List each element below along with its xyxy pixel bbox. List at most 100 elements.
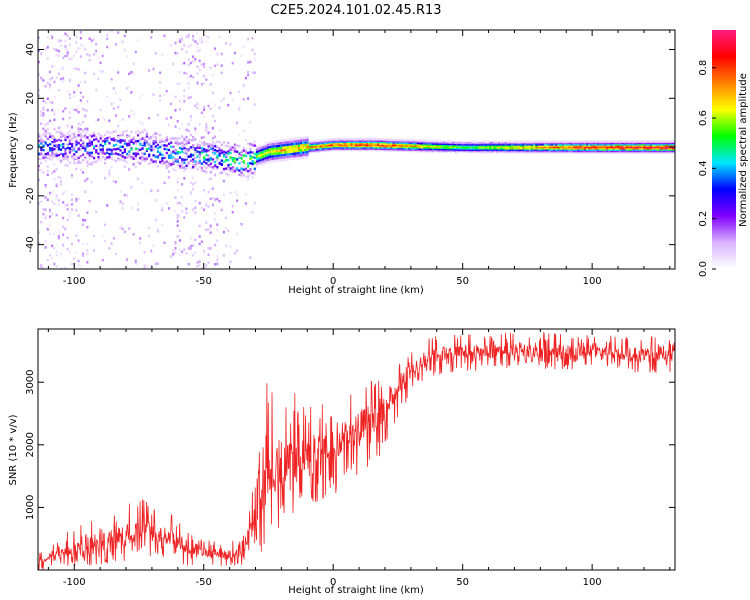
spectrogram-cell (310, 150, 314, 154)
spectrogram-cell (79, 265, 82, 268)
spectrogram-cell (200, 162, 204, 165)
spectrogram-cell (427, 147, 430, 150)
spectrogram-cell (198, 242, 201, 246)
spectrogram-cell (388, 139, 391, 143)
spectrogram-xtick-label: 50 (456, 276, 469, 287)
spectrogram-cell (383, 147, 386, 151)
spectrogram-cell (275, 159, 278, 162)
spectrogram-cell (326, 148, 329, 151)
spectrogram-cell (93, 38, 95, 41)
spectrogram-cell (216, 223, 219, 226)
spectrogram-cell (86, 252, 89, 256)
spectrogram-cell (531, 140, 534, 143)
spectrogram-cell (240, 171, 243, 174)
spectrogram-cell (405, 149, 408, 153)
spectrogram-cell (112, 107, 115, 110)
spectrogram-cell (352, 143, 355, 146)
spectrogram-cell (255, 145, 259, 149)
spectrogram-cell (273, 159, 276, 163)
spectrogram-cell (652, 144, 655, 147)
spectrogram-cell (467, 149, 470, 153)
spectrogram-cell (216, 239, 219, 242)
spectrogram-cell (328, 141, 331, 144)
spectrogram-cell (97, 139, 100, 143)
spectrogram-cell (266, 151, 270, 154)
spectrogram-cell (71, 137, 74, 140)
spectrogram-cell (264, 149, 267, 153)
spectrogram-cell (207, 205, 210, 208)
spectrogram-cell (288, 138, 292, 141)
spectrogram-cell (82, 44, 84, 48)
spectrogram-cell (425, 144, 428, 148)
spectrogram-cell (652, 147, 655, 150)
spectrogram-cell (163, 156, 166, 159)
spectrogram-cell (68, 111, 71, 114)
spectrogram-cell (403, 148, 406, 151)
spectrogram-cell (553, 147, 556, 150)
spectrogram-cell (374, 147, 377, 150)
spectrogram-cell (183, 44, 186, 47)
spectrogram-cell (427, 142, 430, 145)
spectrogram-cell (354, 143, 358, 146)
spectrogram-cell (44, 48, 47, 51)
spectrogram-cell (546, 144, 549, 147)
spectrogram-cell (181, 195, 184, 199)
spectrogram-cell (79, 155, 82, 158)
spectrogram-cell (97, 152, 100, 155)
spectrogram-cell (66, 124, 69, 128)
spectrogram-cell (174, 41, 177, 45)
spectrogram-cell (498, 149, 501, 153)
spectrogram-cell (399, 142, 402, 146)
spectrogram-cell (660, 140, 664, 143)
spectrogram-cell (220, 171, 223, 174)
spectrogram-cell (522, 147, 525, 150)
spectrogram-cell (460, 143, 463, 146)
spectrogram-cell (247, 142, 250, 145)
spectrogram-ytick-label: 20 (25, 92, 36, 105)
spectrogram-cell (84, 127, 87, 131)
spectrogram-cell (480, 148, 483, 151)
spectrogram-cell (101, 116, 104, 119)
spectrogram-cell (77, 68, 80, 71)
spectrogram-cell (68, 78, 71, 82)
spectrogram-cell (321, 143, 325, 146)
spectrogram-cell (484, 148, 487, 151)
spectrogram-cell (60, 252, 62, 255)
spectrogram-cell (178, 127, 181, 130)
spectrogram-cell (194, 164, 197, 168)
spectrogram-cell (583, 145, 587, 149)
spectrogram-cell (372, 143, 375, 146)
spectrogram-cell (42, 114, 45, 117)
spectrogram-cell (40, 52, 43, 55)
spectrogram-cell (209, 188, 212, 191)
spectrogram-cell (449, 140, 452, 143)
spectrogram-cell (502, 148, 505, 151)
spectrogram-cell (198, 49, 201, 52)
spectrogram-cell (513, 149, 516, 153)
spectrogram-cell (354, 138, 358, 141)
spectrogram-cell (117, 135, 120, 139)
spectrogram-cell (82, 159, 84, 162)
spectrogram-cell (253, 58, 256, 61)
spectrogram-cell (489, 144, 492, 147)
spectrogram-cell (220, 163, 223, 166)
spectrogram-cell (548, 151, 551, 154)
spectrogram-cell (152, 244, 155, 247)
spectrogram-cell (335, 140, 338, 144)
spectrogram-cell (328, 143, 331, 147)
spectrogram-cell (132, 163, 135, 166)
spectrogram-cell (275, 152, 278, 155)
spectrogram-cell (207, 190, 210, 194)
spectrogram-cell (141, 93, 144, 96)
spectrogram-cell (414, 144, 417, 147)
spectrogram-cell (42, 107, 45, 110)
spectrogram-cell (572, 147, 575, 150)
spectrogram-cell (205, 158, 208, 161)
spectrogram-cell (531, 151, 534, 154)
spectrogram-cell (383, 146, 386, 149)
spectrogram-cell (423, 139, 426, 142)
spectrogram-cell (332, 143, 336, 146)
spectrogram-cell (137, 177, 139, 181)
spectrogram-cell (403, 138, 406, 142)
spectrogram-cell (271, 152, 274, 156)
